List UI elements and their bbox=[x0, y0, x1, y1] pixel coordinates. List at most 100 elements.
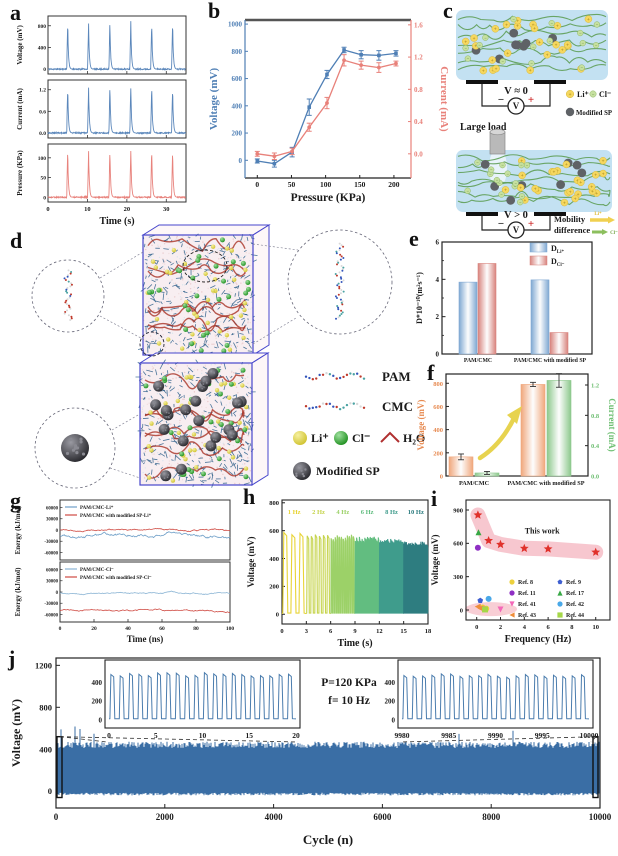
li-ion-plus: + bbox=[533, 27, 536, 32]
li-ion-plus: + bbox=[579, 181, 582, 186]
li-ion-plus: + bbox=[602, 172, 605, 177]
f-ytick-left: 600 bbox=[433, 404, 443, 411]
a-ytick: 0 bbox=[43, 67, 46, 73]
e-ytick: 2 bbox=[436, 313, 440, 321]
cl-ion-minus: − bbox=[506, 171, 509, 176]
i-xtick: 8 bbox=[570, 624, 574, 631]
i-xtick: 0 bbox=[475, 624, 478, 631]
f-ylabel-right: Current (mA) bbox=[607, 398, 617, 452]
b-ytick-right: 0.0 bbox=[414, 150, 423, 158]
h-ytick: 0 bbox=[276, 612, 279, 619]
cl-ion-minus: − bbox=[512, 17, 515, 22]
j-ytick: 400 bbox=[39, 744, 52, 754]
i-xtick: 10 bbox=[592, 624, 599, 631]
a-ylabel: Voltage (mV) bbox=[16, 25, 24, 65]
b-ytick-right: 0.8 bbox=[414, 86, 423, 94]
j-xtick: 4000 bbox=[265, 812, 284, 822]
h-xlabel: Time (s) bbox=[337, 638, 372, 649]
h-xtick: 18 bbox=[425, 628, 432, 635]
f-xtick: PAM/CMC bbox=[459, 480, 489, 487]
cl-ion-minus: − bbox=[496, 178, 499, 183]
e-xtick: PAM/CMC bbox=[464, 358, 492, 364]
cl-ion-minus: − bbox=[489, 172, 492, 177]
g-ytick: -30000 bbox=[44, 602, 58, 607]
h-ytick: 600 bbox=[269, 528, 279, 535]
j-inset-ytick: 200 bbox=[92, 698, 103, 706]
a-ytick: 400 bbox=[38, 45, 47, 51]
a-ytick: 0.6 bbox=[39, 109, 46, 115]
e-xtick: PAM/CMC with modified SP bbox=[514, 358, 587, 364]
li-ion-plus: + bbox=[565, 163, 568, 168]
i-legend-8: Ref. 44 bbox=[566, 613, 584, 619]
h-freq-label: 8 Hz bbox=[385, 509, 398, 516]
g-ytick: -60000 bbox=[44, 613, 58, 618]
c-top-minus: − bbox=[498, 94, 504, 106]
h-freq-label: 2 Hz bbox=[312, 509, 325, 516]
d-legend-pam: PAM bbox=[382, 369, 411, 384]
d-legend-cmc: CMC bbox=[382, 399, 413, 414]
g-ylabel: Energy (kJ/mol) bbox=[14, 567, 22, 616]
g-ylabel: Energy (kJ/mol) bbox=[14, 505, 22, 554]
g-xtick: 40 bbox=[125, 626, 131, 632]
cl-ion-minus: − bbox=[550, 21, 553, 26]
cl-ion-minus: − bbox=[520, 163, 523, 168]
li-ion-plus: + bbox=[504, 189, 507, 194]
panel-f-chart: 0 200 400 600 800 0.0 0.4 0.8 1.2 Voltage (mV) Cur… bbox=[416, 373, 617, 487]
j-inset-xtick: 20 bbox=[292, 731, 300, 740]
b-ytick-right: 0.4 bbox=[414, 118, 423, 126]
li-ion-plus: + bbox=[523, 199, 526, 204]
d-legend-cl: Cl⁻ bbox=[352, 431, 370, 445]
a-xtick: 0 bbox=[46, 206, 49, 213]
cl-ion-minus: − bbox=[579, 31, 582, 36]
b-ytick-left: 800 bbox=[232, 48, 243, 56]
j-inset-xtick: 10000 bbox=[580, 731, 599, 740]
panel-j-label: j bbox=[8, 646, 16, 671]
cl-ion-minus: − bbox=[501, 59, 504, 64]
f-xtick: PAM/CMC with modified SP bbox=[507, 480, 584, 487]
b-xtick: 0 bbox=[255, 180, 259, 189]
f-ytick-left: 200 bbox=[433, 450, 443, 457]
panel-b-label: b bbox=[208, 0, 221, 23]
b-ytick-right: 1.2 bbox=[414, 54, 423, 62]
panel-i-label: i bbox=[431, 486, 438, 511]
li-ion-plus: + bbox=[491, 59, 494, 64]
li-ion-plus: + bbox=[574, 197, 577, 202]
li-ion-plus: + bbox=[473, 37, 476, 42]
c-mobility-2: difference bbox=[554, 225, 590, 235]
panel-e-label: e bbox=[409, 226, 419, 251]
f-ytick-right: 0.0 bbox=[591, 474, 599, 481]
f-ytick-right: 0.8 bbox=[591, 413, 600, 420]
cl-ion-minus: − bbox=[549, 38, 552, 43]
cl-ion-minus: − bbox=[498, 180, 501, 185]
c-top-voltage-label: V ≈ 0 bbox=[504, 86, 528, 97]
h-ytick: 200 bbox=[269, 584, 279, 591]
b-xtick: 150 bbox=[354, 180, 366, 189]
i-legend-5: Ref. 41 bbox=[518, 602, 536, 608]
cl-ion-minus: − bbox=[580, 65, 583, 70]
j-xtick: 2000 bbox=[156, 812, 175, 822]
panel-a-chart: 0 400 800 Voltage (mV) 0.0 0.6 1.2 Current (mA)… bbox=[16, 15, 187, 227]
cl-ion-minus: − bbox=[521, 194, 524, 199]
li-ion-plus: + bbox=[495, 67, 498, 72]
cl-ion-minus: − bbox=[500, 192, 503, 197]
c-legend-li: Li⁺ bbox=[577, 90, 589, 99]
cl-ion-minus: − bbox=[466, 188, 469, 193]
i-ytick: 300 bbox=[453, 574, 463, 581]
c-arrow-cl: Cl⁻ bbox=[610, 231, 618, 236]
c-mobility-1: Mobility bbox=[554, 214, 586, 224]
j-annotation-frequency: f= 10 Hz bbox=[328, 695, 370, 707]
j-xtick: 8000 bbox=[482, 812, 501, 822]
i-legend-2: Ref. 9 bbox=[566, 580, 581, 586]
a-ytick: 100 bbox=[38, 156, 47, 162]
g-xtick: 20 bbox=[91, 626, 97, 632]
d-legend-sp: Modified SP bbox=[316, 464, 380, 478]
panel-g-label: g bbox=[10, 488, 21, 513]
li-ion-plus: + bbox=[563, 201, 566, 206]
h-ytick: 400 bbox=[269, 556, 279, 563]
panel-d-label: d bbox=[10, 228, 23, 253]
panel-i-chart: 0 300 600 900 0 2 4 6 8 10 Voltage (mV) Frequency (… bbox=[430, 499, 611, 645]
cl-ion-minus: − bbox=[478, 43, 481, 48]
g-ytick: 0 bbox=[56, 529, 59, 534]
h-freq-label: 10 Hz bbox=[408, 509, 424, 516]
